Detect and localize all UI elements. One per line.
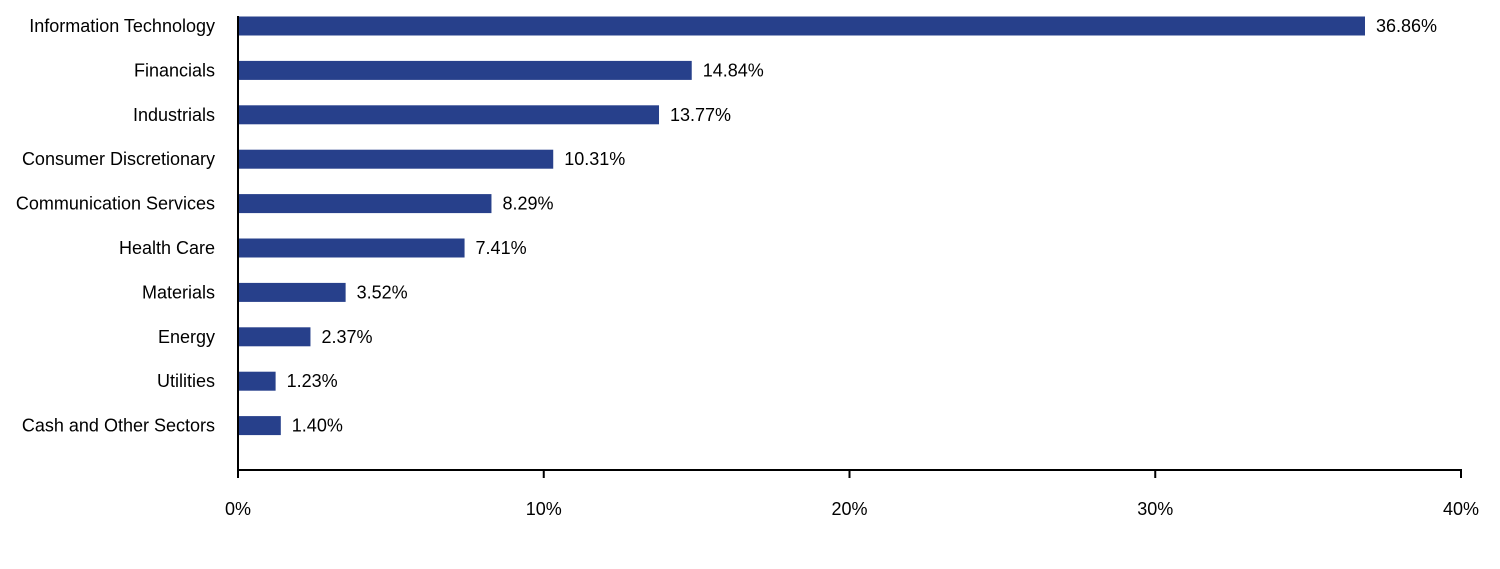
value-label: 3.52% xyxy=(357,282,408,302)
category-label: Cash and Other Sectors xyxy=(22,416,215,436)
bar-consumer-discretionary xyxy=(238,149,554,169)
category-label: Health Care xyxy=(119,238,215,258)
bar-financials xyxy=(238,60,692,80)
x-tick-label: 30% xyxy=(1137,499,1173,519)
bar-energy xyxy=(238,327,311,347)
bar-utilities xyxy=(238,371,276,391)
labels-layer: Information Technology 36.86% Financials 14… xyxy=(16,16,1437,436)
bar-industrials xyxy=(238,105,660,125)
bar-cash-and-other-sectors xyxy=(238,416,281,436)
value-label: 13.77% xyxy=(670,105,731,125)
value-label: 7.41% xyxy=(476,238,527,258)
bar-communication-services xyxy=(238,194,492,214)
bar-information-technology xyxy=(238,16,1365,36)
category-label: Industrials xyxy=(133,105,215,125)
value-label: 14.84% xyxy=(703,60,764,80)
x-tick-label: 0% xyxy=(225,499,251,519)
category-label: Energy xyxy=(158,327,215,347)
category-label: Communication Services xyxy=(16,194,215,214)
category-label: Utilities xyxy=(157,371,215,391)
category-label: Financials xyxy=(134,60,215,80)
value-label: 1.40% xyxy=(292,416,343,436)
category-label: Consumer Discretionary xyxy=(22,149,215,169)
bar-health-care xyxy=(238,238,465,258)
bar-materials xyxy=(238,282,346,302)
axis-layer: 0% 10% 20% 30% 40% xyxy=(225,16,1479,519)
bars-layer xyxy=(238,16,1365,436)
value-label: 10.31% xyxy=(564,149,625,169)
value-label: 1.23% xyxy=(287,371,338,391)
x-tick-label: 20% xyxy=(831,499,867,519)
x-tick-label: 40% xyxy=(1443,499,1479,519)
category-label: Information Technology xyxy=(29,16,215,36)
x-tick-label: 10% xyxy=(526,499,562,519)
value-label: 36.86% xyxy=(1376,16,1437,36)
value-label: 8.29% xyxy=(502,194,553,214)
value-label: 2.37% xyxy=(321,327,372,347)
category-label: Materials xyxy=(142,282,215,302)
